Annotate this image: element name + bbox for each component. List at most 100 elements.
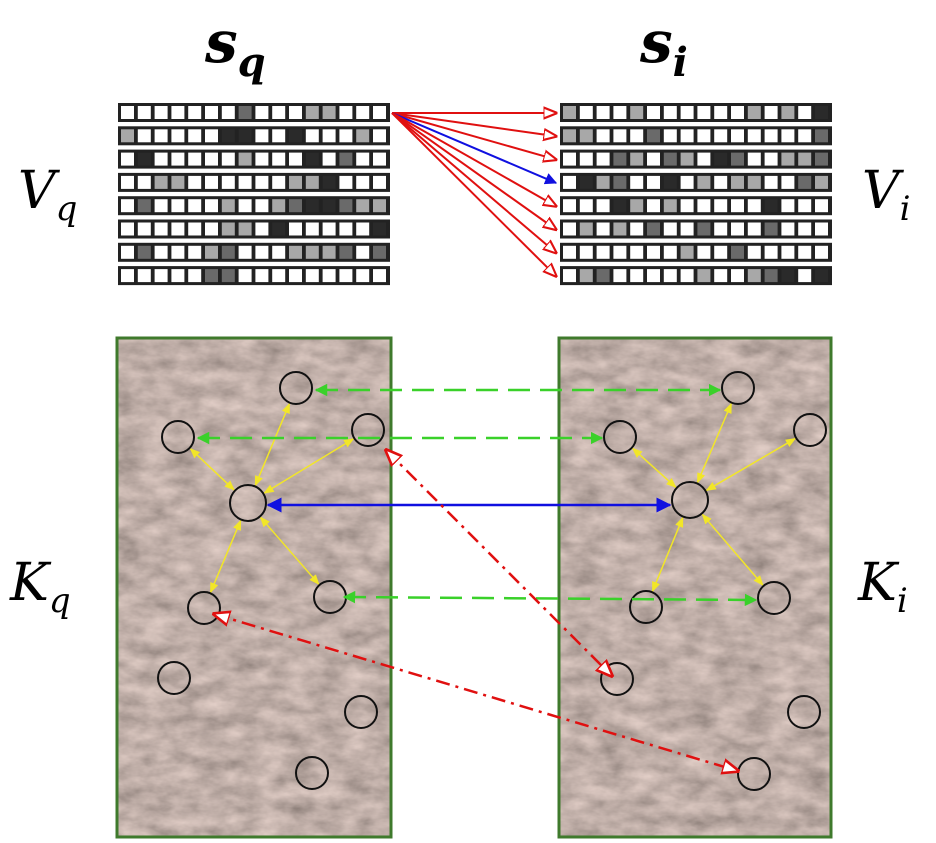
grid-cell	[681, 223, 694, 236]
grid-cell	[597, 153, 610, 166]
label: Kq	[9, 553, 71, 621]
grid-cell	[630, 176, 643, 189]
grid-cell	[815, 246, 828, 259]
image-left	[117, 338, 391, 837]
vector-arrow	[392, 113, 556, 276]
grid-cell	[289, 199, 302, 212]
grid-cell	[731, 176, 744, 189]
grid-cell	[222, 269, 235, 282]
grid-cell	[373, 153, 386, 166]
grid-cell	[138, 223, 151, 236]
grid-cell	[339, 269, 352, 282]
grid-cell	[373, 106, 386, 119]
grid-cell	[289, 223, 302, 236]
grid-cell	[155, 269, 168, 282]
grid-cell	[681, 106, 694, 119]
grid-cell	[205, 269, 218, 282]
grid-cell	[630, 269, 643, 282]
grid-cell	[647, 106, 660, 119]
grid-cell	[138, 199, 151, 212]
grid-cell	[339, 106, 352, 119]
grid-cell	[323, 269, 336, 282]
grid-cell	[630, 199, 643, 212]
grid-cell	[563, 176, 576, 189]
grid-cell	[714, 269, 727, 282]
grid-cell	[188, 199, 201, 212]
grid-cell	[647, 176, 660, 189]
grid-cell	[781, 223, 794, 236]
grid-cell	[765, 106, 778, 119]
grid-cell	[155, 153, 168, 166]
grid-cell	[306, 153, 319, 166]
grid-cell	[171, 106, 184, 119]
grid-cell	[580, 176, 593, 189]
grid-cell	[272, 269, 285, 282]
grid-cell	[815, 223, 828, 236]
grid-cell	[339, 153, 352, 166]
grid-cell	[121, 106, 134, 119]
label-base: s	[204, 8, 238, 76]
grid-cell	[664, 199, 677, 212]
label-base: V	[18, 161, 60, 221]
grid-cell	[597, 106, 610, 119]
grid-cell	[597, 176, 610, 189]
grid-cell	[339, 199, 352, 212]
grid-cell	[205, 129, 218, 142]
grid-cell	[306, 176, 319, 189]
grid-cell	[748, 176, 761, 189]
grid-cell	[630, 106, 643, 119]
grid-cell	[765, 129, 778, 142]
grid-cell	[222, 176, 235, 189]
grid-cell	[205, 199, 218, 212]
grid-cell	[714, 153, 727, 166]
grid-cell	[647, 246, 660, 259]
grid-cell	[563, 106, 576, 119]
grid-cell	[356, 106, 369, 119]
grid-cell	[255, 129, 268, 142]
label-sub: q	[56, 189, 78, 229]
feature-grids	[118, 103, 832, 285]
grid-cell	[155, 199, 168, 212]
grid-cell	[255, 199, 268, 212]
grid-cell	[239, 129, 252, 142]
grid-cell	[563, 153, 576, 166]
grid-cell	[748, 269, 761, 282]
grid-cell	[255, 246, 268, 259]
grid-cell	[205, 223, 218, 236]
grid-cell	[597, 246, 610, 259]
grid-cell	[272, 106, 285, 119]
grid-cell	[306, 223, 319, 236]
grid-cell	[714, 246, 727, 259]
grid-cell	[563, 129, 576, 142]
grid-cell	[714, 129, 727, 142]
grid-cell	[239, 269, 252, 282]
grid-cell	[356, 153, 369, 166]
grid-cell	[239, 176, 252, 189]
grid-cell	[613, 129, 626, 142]
grid-cell	[138, 269, 151, 282]
grid-cell	[373, 199, 386, 212]
grid-cell	[731, 246, 744, 259]
grid-cell	[681, 246, 694, 259]
grid-cell	[138, 246, 151, 259]
grid-cell	[239, 246, 252, 259]
grid-cell	[563, 246, 576, 259]
grid-cell	[289, 153, 302, 166]
grid-cell	[613, 106, 626, 119]
grid-cell	[356, 269, 369, 282]
grid-cell	[373, 269, 386, 282]
grid-cell	[580, 269, 593, 282]
grid-cell	[121, 223, 134, 236]
label: Vi	[862, 161, 910, 229]
grid-cell	[289, 246, 302, 259]
grid-cell	[155, 129, 168, 142]
grid-cell	[222, 153, 235, 166]
grid-cell	[664, 129, 677, 142]
grid-cell	[798, 153, 811, 166]
grid-cell	[323, 246, 336, 259]
label: sq	[204, 8, 266, 86]
grid-cell	[306, 199, 319, 212]
grid-cell	[681, 199, 694, 212]
grid-cell	[563, 223, 576, 236]
grid-cell	[748, 129, 761, 142]
